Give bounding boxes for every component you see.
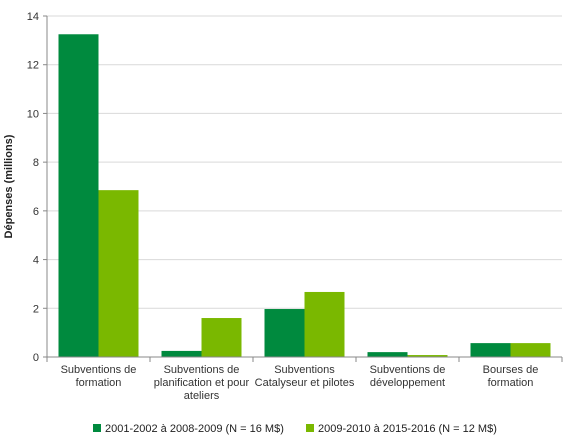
x-category-label-line: Bourses de bbox=[483, 364, 539, 376]
y-tick-label: 0 bbox=[33, 352, 39, 364]
x-category-label-line: formation bbox=[488, 377, 534, 389]
legend-swatch bbox=[93, 424, 101, 432]
bar bbox=[58, 34, 99, 358]
y-axis-title: Dépenses (millions) bbox=[3, 134, 15, 238]
bar bbox=[304, 291, 345, 357]
y-tick-label: 10 bbox=[27, 108, 39, 120]
bar bbox=[470, 343, 511, 357]
x-category-label-line: développement bbox=[370, 377, 445, 389]
x-category-label-line: Catalyseur et pilotes bbox=[255, 377, 355, 389]
legend-label: 2001-2002 à 2008-2009 (N = 16 M$) bbox=[105, 423, 284, 435]
y-tick-label: 2 bbox=[33, 303, 39, 315]
y-tick-labels: 0 2 4 6 8 10 12 14 bbox=[27, 11, 39, 364]
bar bbox=[407, 355, 448, 357]
x-category-label-line: formation bbox=[76, 377, 122, 389]
bars bbox=[58, 34, 551, 358]
axes bbox=[46, 16, 563, 362]
x-category-label: Subventions de formation bbox=[61, 364, 137, 389]
bar bbox=[201, 318, 242, 357]
y-tick-label: 14 bbox=[27, 11, 39, 23]
y-tick-label: 6 bbox=[33, 206, 39, 218]
y-tick-label: 12 bbox=[27, 60, 39, 72]
legend-label: 2009-2010 à 2015-2016 (N = 12 M$) bbox=[318, 423, 497, 435]
x-category-label-line: planification et pour bbox=[154, 377, 250, 389]
x-category-label: Subventions de développement bbox=[370, 364, 446, 389]
x-category-label: Bourses de formation bbox=[483, 364, 539, 389]
bar bbox=[510, 343, 551, 357]
bar bbox=[161, 350, 202, 357]
y-tick-label: 8 bbox=[33, 157, 39, 169]
y-tick-label: 4 bbox=[33, 255, 39, 267]
x-category-label: Subventions Catalyseur et pilotes bbox=[255, 364, 355, 389]
bar bbox=[367, 352, 408, 357]
bar bbox=[98, 190, 139, 357]
x-category-label-line: ateliers bbox=[184, 390, 220, 402]
x-category-label-line: Subventions de bbox=[370, 364, 446, 376]
bar bbox=[264, 309, 305, 357]
x-category-label-line: Subventions de bbox=[164, 364, 240, 376]
x-category-label-line: Subventions de bbox=[61, 364, 137, 376]
legend: 2001-2002 à 2008-2009 (N = 16 M$) 2009-20… bbox=[93, 423, 497, 435]
legend-swatch bbox=[306, 424, 314, 432]
x-category-label-line: Subventions bbox=[274, 364, 335, 376]
x-category-label: Subventions de planification et pour ateli… bbox=[154, 364, 250, 402]
